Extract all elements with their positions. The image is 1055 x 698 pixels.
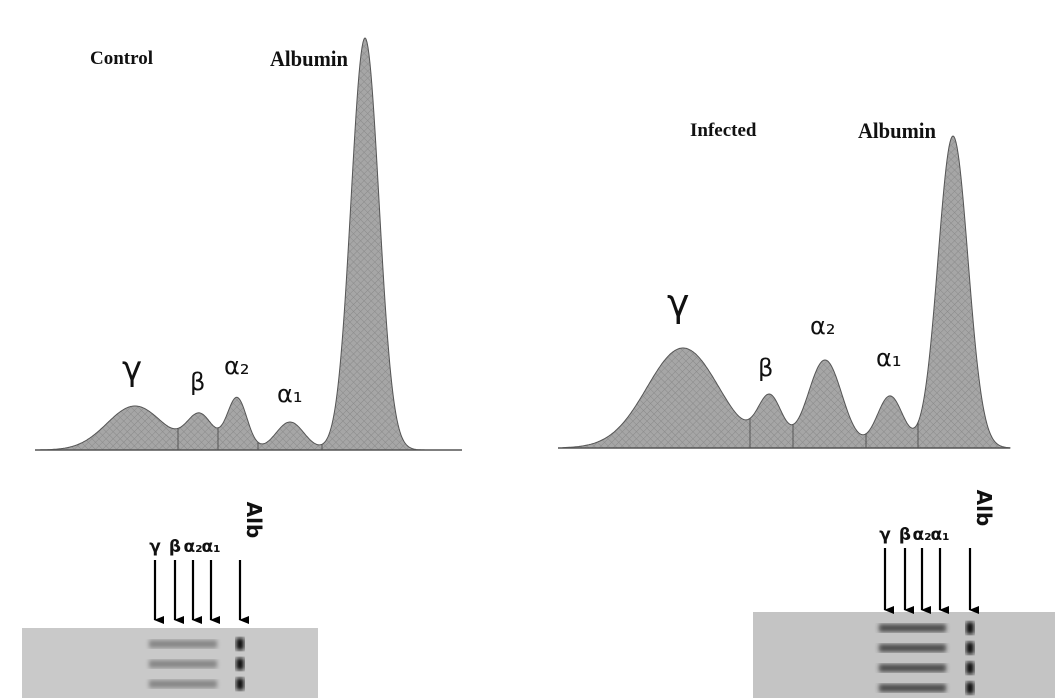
lane-label: Alb (972, 490, 996, 527)
peak-label: α₁ (876, 344, 901, 372)
gel-band (149, 680, 217, 688)
lane-label: Alb (242, 502, 266, 539)
lane-label: γ (149, 537, 161, 557)
peak-label: α₁ (277, 380, 302, 408)
gel-band (236, 658, 244, 670)
peak-label: γ (667, 281, 690, 325)
gel-band (966, 622, 974, 634)
gel-band (879, 644, 946, 652)
gel-band (966, 642, 974, 654)
gel-band (966, 682, 974, 694)
peak-label: γ (122, 349, 142, 389)
gel-band (149, 660, 217, 668)
figure: Control Albumin γ β α₂ α₁ Infected Album… (0, 0, 1055, 698)
densitograms (35, 38, 1010, 450)
densitogram (563, 136, 1010, 448)
lane-label: α₁ (930, 525, 949, 545)
lane-label: β (899, 525, 911, 545)
densitogram (40, 38, 462, 450)
lane-label: γ (879, 525, 891, 545)
peak-label: β (190, 368, 205, 396)
panel-title: Control (90, 48, 153, 69)
gel-band (879, 684, 946, 692)
gel-band (236, 678, 244, 690)
lane-label: α₂ (912, 525, 931, 545)
peak-label: α₂ (224, 352, 249, 380)
panel-title: Infected (690, 120, 757, 141)
lane-label: β (169, 537, 181, 557)
peak-label: Albumin (270, 46, 348, 71)
gel-band (236, 638, 244, 650)
gel-band (879, 624, 946, 632)
peak-label: α₂ (810, 312, 835, 340)
lane-label: α₂ (183, 537, 202, 557)
peak-label: Albumin (858, 118, 936, 143)
peak-label: β (758, 354, 773, 382)
gel-band (879, 664, 946, 672)
gel-band (149, 640, 217, 648)
lane-label: α₁ (201, 537, 220, 557)
gel-band (966, 662, 974, 674)
